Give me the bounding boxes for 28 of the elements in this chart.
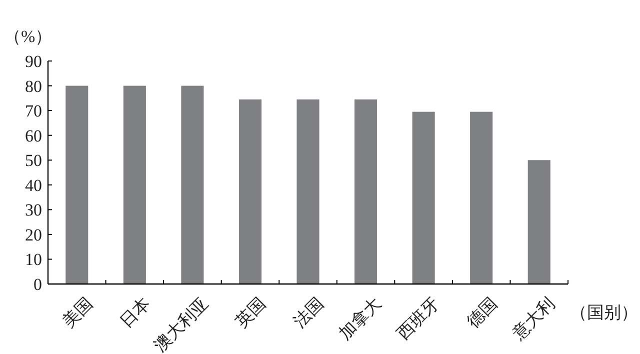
y-tick-label: 10 (25, 250, 42, 270)
x-tick-label: 英国 (232, 294, 270, 332)
bar (470, 112, 493, 284)
bar (238, 99, 262, 284)
y-tick-label: 40 (25, 176, 42, 195)
x-tick-label: 西班牙 (393, 294, 443, 344)
x-tick-label: 美国 (58, 294, 96, 332)
x-tick-label: 加拿大 (336, 294, 386, 344)
bar (181, 86, 204, 284)
y-tick-label: 0 (34, 275, 42, 294)
y-tick-label: 30 (25, 200, 42, 220)
y-tick-label: 70 (25, 102, 42, 121)
x-tick-label: 德国 (463, 294, 501, 332)
y-tick-label: 60 (25, 126, 42, 146)
bar (412, 112, 435, 284)
y-axis-title: （%） (4, 27, 52, 46)
bar (123, 86, 146, 284)
x-axis-title: （国别） (570, 303, 638, 322)
y-tick-label: 80 (25, 76, 42, 96)
bar (354, 99, 378, 284)
bar (296, 99, 320, 284)
bar (528, 160, 550, 284)
y-tick-label: 50 (25, 151, 42, 170)
x-tick-label: 意大利 (508, 294, 558, 344)
y-tick-label: 90 (25, 52, 42, 71)
bar (66, 86, 88, 284)
x-tick-label: 法国 (290, 294, 328, 332)
y-tick-label: 20 (25, 225, 42, 244)
